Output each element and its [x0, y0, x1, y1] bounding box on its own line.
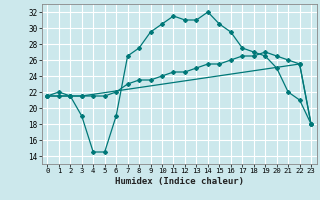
X-axis label: Humidex (Indice chaleur): Humidex (Indice chaleur): [115, 177, 244, 186]
